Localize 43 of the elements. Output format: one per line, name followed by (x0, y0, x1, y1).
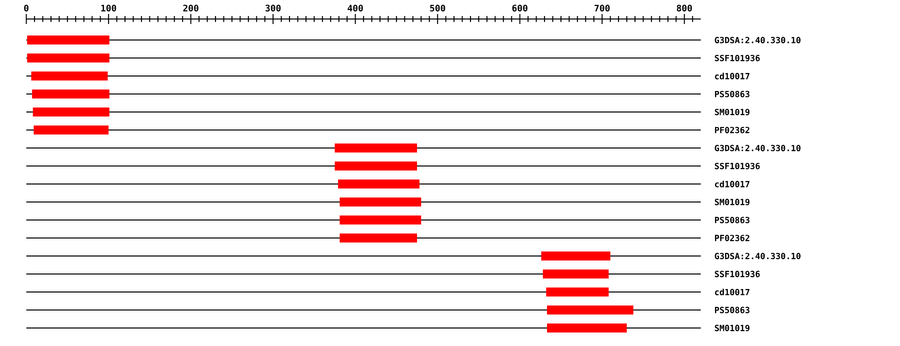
bar (27, 36, 110, 45)
x-tick-label: 200 (183, 4, 198, 12)
y-tick-label: SSF101936 (714, 162, 760, 170)
x-tick-label: 500 (430, 4, 446, 12)
bar (541, 252, 610, 261)
y-tick-label: cd10017 (715, 288, 750, 296)
x-tick-label: 800 (676, 4, 692, 12)
bar (31, 72, 108, 81)
bar (340, 198, 422, 207)
y-tick-label: PS50863 (715, 90, 750, 98)
bar (32, 90, 110, 99)
bar (546, 306, 634, 315)
bar (32, 108, 110, 117)
y-tick-label: G3DSA:2.40.330.10 (714, 144, 800, 152)
y-tick-label: SSF101936 (714, 54, 760, 62)
y-tick-label: PS50863 (715, 216, 750, 224)
bar (546, 288, 609, 297)
x-tick-label: 600 (512, 4, 528, 12)
y-tick-label: cd10017 (715, 180, 750, 188)
bar (340, 216, 422, 225)
y-tick-label: SM01019 (714, 108, 750, 116)
x-tick-label: 300 (266, 4, 281, 12)
x-tick-label: 100 (101, 4, 116, 12)
x-tick-label: 400 (348, 4, 363, 12)
x-tick-label: 700 (594, 4, 610, 12)
y-tick-label: PS50863 (715, 306, 750, 314)
y-tick-label: PF02362 (715, 234, 750, 242)
bar (27, 54, 110, 63)
y-tick-label: SM01019 (714, 198, 750, 206)
y-tick-label: G3DSA:2.40.330.10 (714, 252, 800, 260)
y-tick-label: cd10017 (715, 72, 750, 80)
bar (542, 270, 609, 279)
bar (334, 162, 418, 171)
y-tick-label: G3DSA:2.40.330.10 (714, 36, 800, 44)
y-tick-label: SM01019 (714, 324, 750, 332)
x-tick-label: 0 (24, 4, 28, 12)
bar (34, 126, 109, 135)
bar (340, 234, 418, 243)
y-tick-label: PF02362 (715, 126, 750, 134)
bar (338, 180, 420, 189)
bar (334, 144, 418, 153)
bar (546, 324, 627, 333)
y-tick-label: SSF101936 (714, 270, 760, 278)
